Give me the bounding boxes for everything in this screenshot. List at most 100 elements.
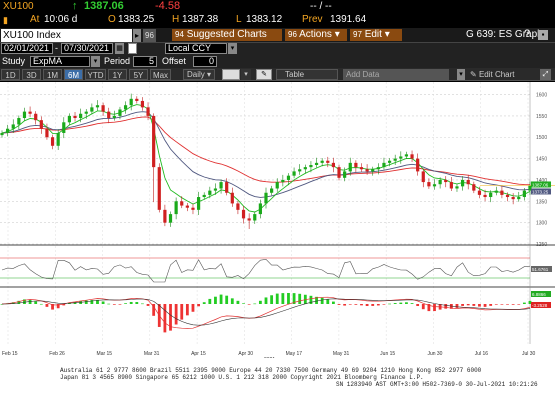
macd-histogram-bar <box>96 299 99 304</box>
macd-histogram-bar <box>118 304 122 305</box>
study-chevron-icon[interactable]: ▾ <box>91 56 100 67</box>
candle-body <box>208 190 212 195</box>
macd-histogram-bar <box>51 304 54 310</box>
candle-body <box>393 158 397 161</box>
macd-histogram-bar <box>365 304 369 307</box>
y-tick-label: 1400 <box>536 178 547 184</box>
macd-histogram-bar <box>202 302 206 304</box>
edit-chart-button[interactable]: ✎ Edit Chart <box>470 69 515 80</box>
macd-histogram-bar <box>236 300 240 304</box>
tab-1y[interactable]: 1Y <box>108 69 127 80</box>
security-dropdown-icon[interactable]: ▸ <box>133 29 141 42</box>
macd-histogram-bar <box>466 304 470 306</box>
macd-histogram-bar <box>0 304 4 305</box>
x-tick-label: Jul 16 <box>475 351 489 357</box>
candle-body <box>528 185 532 191</box>
candle-body <box>483 194 487 198</box>
low: 1383.12 <box>246 14 283 25</box>
macd-histogram-bar <box>489 304 493 306</box>
tab-6m[interactable]: 6M <box>64 69 83 80</box>
line-style-button[interactable] <box>222 69 240 80</box>
chevron-down-icon[interactable]: ▾ <box>228 43 237 54</box>
candle-body <box>191 207 195 210</box>
macd-histogram-bar <box>146 304 150 306</box>
ma-tag <box>531 188 551 195</box>
y-tick-label: 1300 <box>536 221 547 227</box>
expand-icon[interactable]: ⤢ <box>540 69 551 80</box>
candle-body <box>438 179 442 185</box>
macd-histogram-bar <box>17 300 21 304</box>
offset-input[interactable]: 0 <box>193 56 217 67</box>
candle-body <box>404 154 409 157</box>
candle-body <box>421 171 425 183</box>
end-date-input[interactable]: 07/30/2021 <box>61 43 113 54</box>
x-tick-label: Jun 15 <box>380 351 395 357</box>
candle-body <box>444 179 448 183</box>
candle-body <box>135 98 139 101</box>
tab-max[interactable]: Max <box>150 69 171 80</box>
footer-line2: Japan 81 3 4565 8900 Singapore 65 6212 1… <box>60 374 424 381</box>
candle-body <box>331 162 336 168</box>
ma-label: 1373.25 <box>532 189 549 194</box>
graph-title: G 639: ES Graph <box>466 29 543 40</box>
x-tick-label: May 17 <box>286 351 303 357</box>
settings-icon[interactable]: ▪ <box>538 30 548 40</box>
line-style-chevron-icon[interactable]: ▾ <box>241 69 251 80</box>
candle-body <box>56 132 60 146</box>
macd-signal-line <box>1 298 531 326</box>
x-tick-label: May 31 <box>333 351 350 357</box>
candle-body <box>303 167 307 170</box>
period-input[interactable]: 5 <box>133 56 157 67</box>
macd-histogram-bar <box>376 304 380 306</box>
macd-histogram-bar <box>152 304 156 316</box>
command-bar: XU100 Index ▸ 96 94 Suggested Charts 96 … <box>0 28 555 43</box>
checkbox[interactable] <box>128 43 137 54</box>
date-separator: - <box>55 43 58 53</box>
candle-body <box>337 167 341 178</box>
candle-body <box>298 169 302 172</box>
tab-3d[interactable]: 3D <box>22 69 41 80</box>
draw-tool-icon[interactable]: ✎ <box>256 69 272 80</box>
calendar-icon[interactable]: ▦ <box>115 43 124 54</box>
help-icon[interactable]: ? <box>524 28 531 40</box>
macd-histogram-bar <box>354 304 358 305</box>
candle-body <box>50 137 55 146</box>
macd-histogram-bar <box>472 304 476 306</box>
start-date-input[interactable]: 02/01/2021 <box>1 43 53 54</box>
x-tick-label: Apr 15 <box>191 351 206 357</box>
suggested-charts-button[interactable]: 94 Suggested Charts <box>172 29 282 41</box>
security-input[interactable]: XU100 Index <box>1 29 132 42</box>
rsi-line <box>1 258 531 283</box>
candle-body <box>95 105 100 108</box>
study-select[interactable]: ExpMA <box>30 56 90 67</box>
macd-histogram-bar <box>348 304 352 305</box>
flag-icon: ▮ <box>3 15 8 25</box>
tab-1m[interactable]: 1M <box>43 69 62 80</box>
chart-area[interactable] <box>0 82 555 358</box>
candle-body <box>522 190 526 198</box>
tab-ytd[interactable]: YTD <box>85 69 106 80</box>
tab-1d[interactable]: 1D <box>1 69 20 80</box>
add-data-input[interactable]: Add Data <box>343 69 449 80</box>
candle-body <box>123 105 128 110</box>
tab-5y[interactable]: 5Y <box>129 69 148 80</box>
security-go-button[interactable]: 96 <box>143 29 156 42</box>
currency-select[interactable]: Local CCY <box>165 43 227 54</box>
x-tick-label: Feb 15 <box>2 351 18 357</box>
footer-line1: Australia 61 2 9777 8600 Brazil 5511 239… <box>60 367 482 374</box>
macd-histogram-bar <box>45 304 49 307</box>
add-data-chevron-icon[interactable]: ▾ <box>457 69 465 80</box>
candle-body <box>225 182 229 193</box>
edit-menu[interactable]: 97 Edit ▾ <box>350 29 402 41</box>
frequency-select[interactable]: Daily ▾ <box>183 69 216 80</box>
candle-body <box>460 179 465 187</box>
macd-tag <box>531 291 551 297</box>
candle-body <box>39 120 43 129</box>
table-button[interactable]: Table <box>276 69 338 80</box>
ohlc-bar: ▮ At 10:06 d O 1383.25 H 1387.38 L 1383.… <box>0 13 555 28</box>
actions-menu[interactable]: 96 Actions ▾ <box>285 29 347 41</box>
at-label: At <box>30 14 40 25</box>
y-tick-label: 1450 <box>536 157 547 163</box>
candle-body <box>253 214 257 221</box>
